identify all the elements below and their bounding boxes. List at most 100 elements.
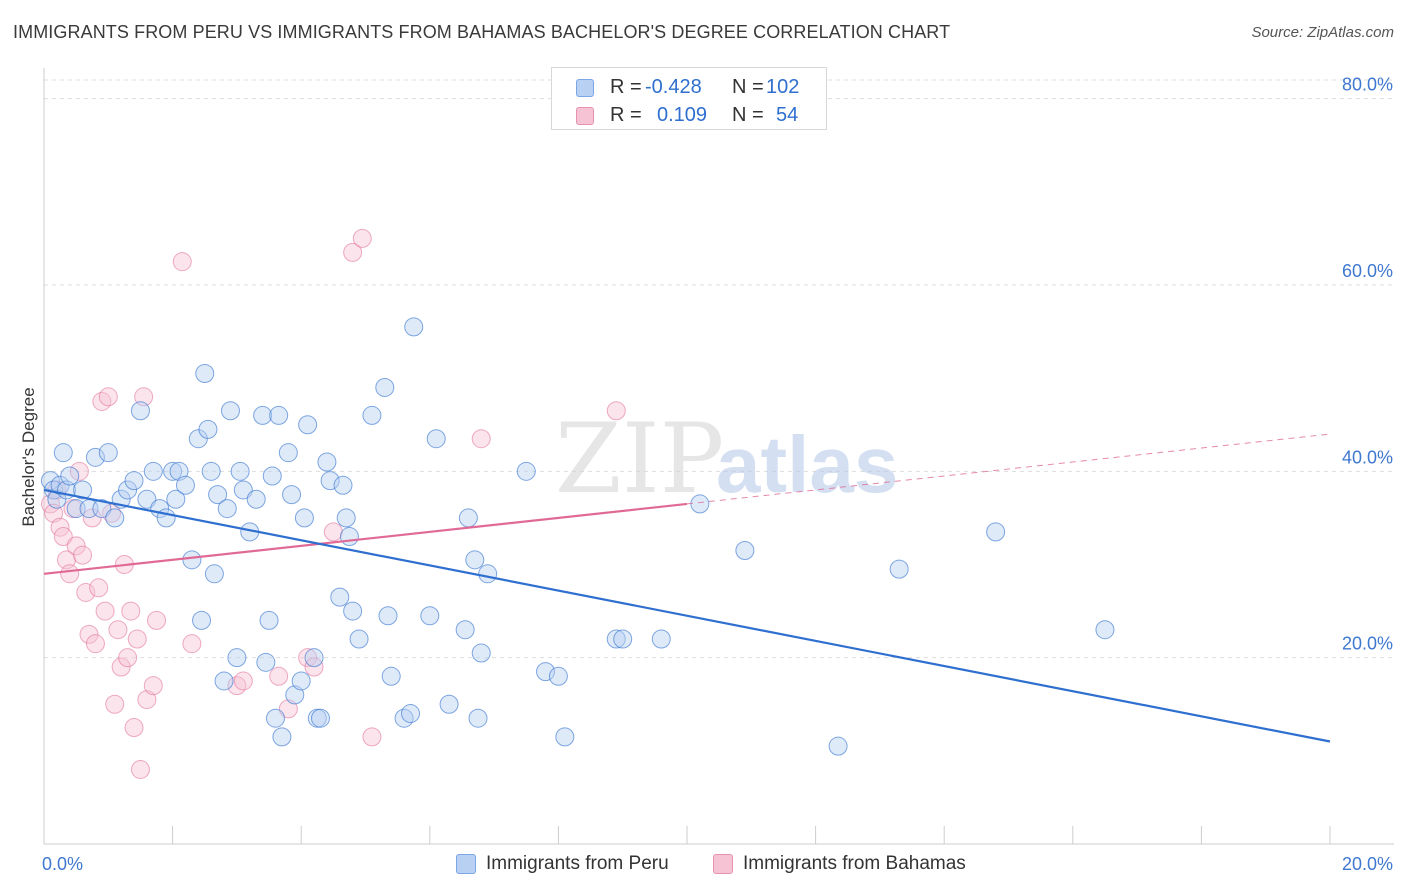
peru-point <box>555 727 575 747</box>
bahamas-point <box>278 699 298 719</box>
bahamas-point <box>298 648 318 668</box>
peru-point <box>298 415 318 435</box>
bahamas-point <box>85 634 105 654</box>
y-tick-label: 20.0% <box>1342 634 1393 654</box>
legend-n-label: N = <box>732 76 764 98</box>
peru-point <box>220 401 240 421</box>
peru-point <box>339 527 359 547</box>
peru-point <box>336 508 356 528</box>
peru-point <box>349 629 369 649</box>
peru-point <box>404 317 424 337</box>
peru-point <box>986 522 1006 542</box>
peru-point <box>1095 620 1115 640</box>
peru-point <box>92 499 112 519</box>
peru-point <box>253 405 273 425</box>
peru-point <box>214 671 234 691</box>
legend-n-value-peru: 102 <box>766 76 800 98</box>
peru-point <box>98 443 118 463</box>
bahamas-point <box>127 629 147 649</box>
bahamas-point <box>471 429 491 449</box>
peru-point <box>333 475 353 495</box>
peru-point <box>536 662 556 682</box>
chart-title: IMMIGRANTS FROM PERU VS IMMIGRANTS FROM … <box>13 22 951 42</box>
peru-point <box>118 480 138 500</box>
bahamas-point <box>352 228 372 248</box>
legend-n-label: N = <box>732 104 764 126</box>
peru-point <box>163 461 183 481</box>
peru-point <box>426 429 446 449</box>
peru-point <box>735 541 755 561</box>
peru-point <box>282 485 302 505</box>
bahamas-point <box>76 582 96 602</box>
bottom-legend-bahamas: Immigrants from Bahamas <box>713 852 1003 878</box>
peru-point <box>195 363 215 383</box>
peru-point <box>651 629 671 649</box>
legend-r-label: R = <box>610 104 642 126</box>
peru-point <box>233 480 253 500</box>
x-tick-label-min: 0.0% <box>42 854 83 874</box>
bahamas-point <box>79 624 99 644</box>
axes <box>43 68 1394 845</box>
bottom-legend-peru: Immigrants from Peru <box>456 852 696 878</box>
y-tick-label: 40.0% <box>1342 447 1393 467</box>
bahamas-point <box>362 727 382 747</box>
series-bahamas-points <box>40 228 626 779</box>
peru-point <box>230 461 250 481</box>
peru-point <box>85 447 105 467</box>
y-tick-label: 80.0% <box>1342 75 1393 95</box>
bahamas-point <box>124 718 144 738</box>
peru-point <box>182 550 202 570</box>
bahamas-point <box>53 527 73 547</box>
legend-r-label: R = <box>610 76 642 98</box>
y-axis-label: Bachelor's Degree <box>19 387 38 526</box>
peru-point <box>262 466 282 486</box>
peru-point <box>198 419 218 439</box>
peru-point <box>343 601 363 621</box>
gridlines <box>44 79 1394 659</box>
peru-point <box>330 587 350 607</box>
peru-point <box>294 508 314 528</box>
legend-r-value-peru: -0.428 <box>645 76 702 98</box>
peru-point <box>208 485 228 505</box>
peru-point <box>310 708 330 728</box>
peru-point <box>606 629 626 649</box>
bahamas-point <box>233 671 253 691</box>
peru-point <box>548 666 568 686</box>
peru-point <box>272 727 292 747</box>
peru-point <box>378 606 398 626</box>
trend-lines <box>43 433 1331 743</box>
bahamas-point <box>118 648 138 668</box>
bahamas-point <box>134 387 154 407</box>
bahamas-point <box>606 401 626 421</box>
peru-point <box>137 489 157 509</box>
bahamas-point <box>130 759 150 779</box>
peru-point <box>265 708 285 728</box>
bahamas-swatch <box>576 107 594 125</box>
x-tick-label-max: 20.0% <box>1342 854 1393 874</box>
bahamas-point <box>98 387 118 407</box>
peru-swatch <box>576 79 594 97</box>
peru-point <box>889 559 909 579</box>
bahamas-point <box>69 461 89 481</box>
peru-point <box>516 461 536 481</box>
peru-point <box>381 666 401 686</box>
bahamas-point <box>105 694 125 714</box>
bahamas-point <box>73 545 93 565</box>
bahamas-point <box>111 657 131 677</box>
peru-point <box>246 489 266 509</box>
bahamas-legend-swatch <box>713 854 733 874</box>
bahamas-point <box>60 564 80 584</box>
peru-point <box>420 606 440 626</box>
legend-row-bahamas: R = 0.109 N = 54 <box>552 100 826 130</box>
peru-point <box>458 508 478 528</box>
peru-point <box>439 694 459 714</box>
bahamas-point <box>121 601 141 621</box>
peru-point <box>375 377 395 397</box>
peru-point <box>478 564 498 584</box>
peru-point <box>362 405 382 425</box>
peru-point <box>320 471 340 491</box>
peru-legend-label: Immigrants from Peru <box>486 853 669 874</box>
peru-point <box>143 461 163 481</box>
peru-point <box>227 648 247 668</box>
peru-point <box>73 480 93 500</box>
